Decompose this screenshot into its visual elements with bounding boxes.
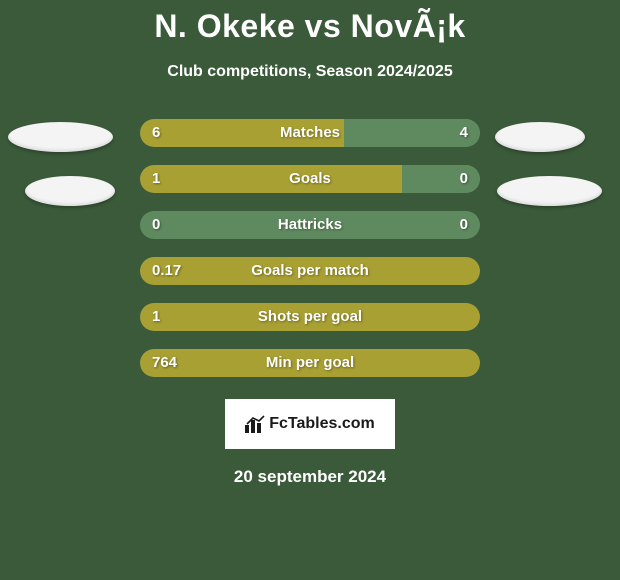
value-right: 0 [460, 165, 468, 193]
chart-icon [245, 415, 265, 433]
stat-label: Min per goal [140, 349, 480, 377]
decorative-ellipse [497, 176, 602, 206]
value-left: 0 [152, 211, 160, 239]
date-label: 20 september 2024 [0, 467, 620, 487]
stat-row: Goals1 0 [140, 165, 480, 193]
stat-row: Matches6 4 [140, 119, 480, 147]
stat-label: Goals [140, 165, 480, 193]
stat-label: Matches [140, 119, 480, 147]
decorative-ellipse [25, 176, 115, 206]
stat-label: Hattricks [140, 211, 480, 239]
stat-row: Shots per goal1 [140, 303, 480, 331]
fctables-logo: FcTables.com [225, 399, 395, 449]
logo-text: FcTables.com [269, 415, 375, 433]
page-title: N. Okeke vs NovÃ¡k [0, 0, 620, 45]
value-left: 1 [152, 165, 160, 193]
stat-label: Shots per goal [140, 303, 480, 331]
stat-row: Goals per match0.17 [140, 257, 480, 285]
stat-row: Hattricks0 0 [140, 211, 480, 239]
value-left: 1 [152, 303, 160, 331]
value-left: 0.17 [152, 257, 181, 285]
value-right: 0 [460, 211, 468, 239]
value-left: 6 [152, 119, 160, 147]
stat-label: Goals per match [140, 257, 480, 285]
value-right: 4 [460, 119, 468, 147]
decorative-ellipse [495, 122, 585, 152]
value-left: 764 [152, 349, 177, 377]
subtitle: Club competitions, Season 2024/2025 [0, 63, 620, 81]
comparison-chart: Matches64Goals10Hattricks00Goals per mat… [0, 119, 620, 377]
stat-row: Min per goal764 [140, 349, 480, 377]
decorative-ellipse [8, 122, 113, 152]
